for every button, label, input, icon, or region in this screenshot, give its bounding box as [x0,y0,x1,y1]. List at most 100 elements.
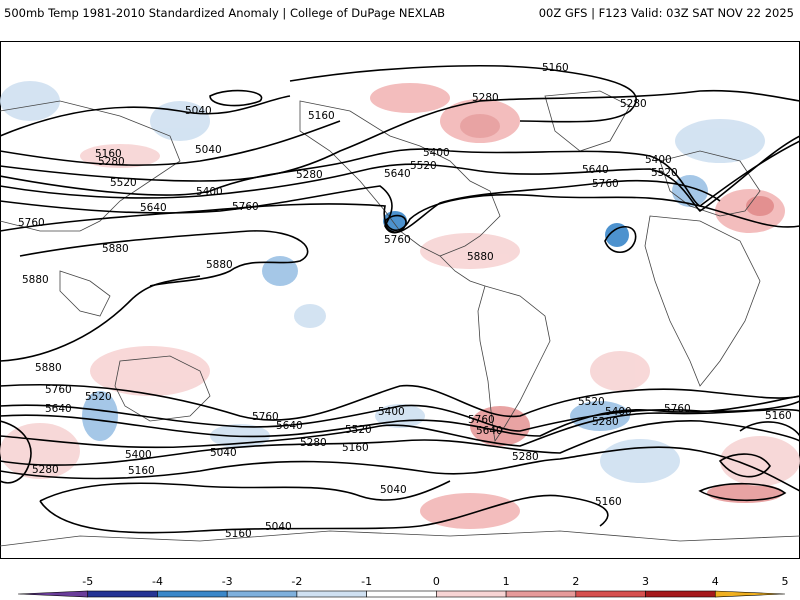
colorbar-ticks: -5 -4 -3 -2 -1 0 1 2 3 4 5 [82,575,788,588]
contour-5160-antarctic [39,494,609,534]
contour-label: 5280 [620,98,647,110]
contour-label: 5760 [252,411,279,423]
contour-5160-north [289,64,637,123]
contour-label: 5160 [128,465,155,477]
contour-labels: 5040 5040 5040 5040 5040 5160 5160 5160 … [18,62,792,540]
colorbar-segment [87,590,158,598]
contour-label: 5280 [296,169,323,181]
colorbar-tick-label: 3 [642,575,649,588]
colorbar-segment [296,590,367,598]
warm-anomaly [420,233,520,269]
contour-5880-south [0,275,201,362]
colorbar-tick-label: 1 [503,575,510,588]
warm-anomaly [460,114,500,138]
colorbar-segment [645,590,716,598]
contour-label: 5640 [140,202,167,214]
contour-label: 5160 [542,62,569,74]
contour-label: 5160 [225,528,252,540]
contour-label: 5280 [32,464,59,476]
warm-anomaly [80,144,160,168]
contour-label: 5760 [45,384,72,396]
colorbar-segment [157,590,228,598]
contour-label: 5880 [467,251,494,263]
contour-label: 5280 [472,92,499,104]
warm-anomaly [746,196,774,216]
contour-west-low [0,420,32,484]
cold-anomaly [82,391,118,441]
contour-label: 5760 [232,201,259,213]
warm-anomaly [707,483,783,503]
contour-5520 [0,135,800,213]
contour-label: 5160 [342,442,369,454]
warm-anomaly [720,436,800,486]
contour-label: 5520 [651,167,678,179]
contour-5760 [0,193,800,232]
colorbar-tick-label: 5 [782,575,789,588]
anomaly-map: 5040 5040 5040 5040 5040 5160 5160 5160 … [0,41,800,559]
anomaly-colorbar: -5 -4 -3 -2 -1 0 1 2 3 4 5 [17,575,789,598]
contour-label: 5040 [265,521,292,533]
contour-5520-south [0,395,800,438]
contour-low-atlantic [604,226,637,254]
cold-anomaly [262,256,298,286]
contour-label: 5760 [592,178,619,190]
contour-low-pacific [384,214,407,233]
cold-anomaly [294,304,326,328]
contour-label: 5640 [582,164,609,176]
contour-label: 5520 [578,396,605,408]
contour-label: 5400 [378,406,405,418]
contour-label: 5040 [380,484,407,496]
contour-label: 5760 [384,234,411,246]
contour-label: 5880 [102,243,129,255]
colorbar-segment [436,590,507,598]
colorbar-tick-label: -2 [291,575,302,588]
contour-label: 5880 [22,274,49,286]
contour-low-north [209,89,263,107]
colorbar-segment [505,590,577,598]
contour-label: 5760 [18,217,45,229]
contour-label: 5280 [300,437,327,449]
contour-label: 5640 [276,420,303,432]
cold-anomaly [605,223,629,247]
contour-label: 5040 [185,105,212,117]
contour-5280-south [0,420,800,466]
contour-southern-closed [698,482,787,502]
colorbar-segment [714,590,786,598]
contour-label: 5640 [476,425,503,437]
contour-label: 5520 [85,391,112,403]
contour-label: 5520 [410,160,437,172]
colorbar-tick-label: 2 [572,575,579,588]
contour-5040 [0,95,291,137]
map-title: 500mb Temp 1981-2010 Standardized Anomal… [4,6,446,20]
contour-label: 5160 [765,410,792,422]
contour-label: 5400 [605,406,632,418]
contour-label: 5400 [423,147,450,159]
contour-label: 5160 [308,110,335,122]
contour-label: 5280 [512,451,539,463]
contour-label: 5400 [196,186,223,198]
contour-label: 5880 [35,362,62,374]
contour-label: 5040 [195,144,222,156]
warm-anomaly [90,346,210,396]
contour-east-low [739,421,800,437]
contour-label: 5160 [595,496,622,508]
coastlines [0,90,800,547]
colorbar-segment [226,590,298,598]
contour-label: 5280 [592,416,619,428]
colorbar-segments [17,590,786,598]
contour-5280 [0,89,800,182]
colorbar-tick-label: -1 [361,575,372,588]
colorbar-segment [575,590,646,598]
contour-label: 5880 [206,259,233,271]
contour-label: 5760 [468,414,495,426]
cold-anomaly [0,81,60,121]
contour-label: 5400 [645,154,672,166]
warm-anomaly [590,351,650,391]
cold-anomaly [150,101,210,141]
contour-label: 5040 [210,447,237,459]
contour-label: 5760 [664,403,691,415]
contour-5400-south [0,408,800,449]
colorbar-tick-label: -4 [152,575,163,588]
warm-anomaly [370,83,450,113]
contour-5160 [0,120,341,166]
